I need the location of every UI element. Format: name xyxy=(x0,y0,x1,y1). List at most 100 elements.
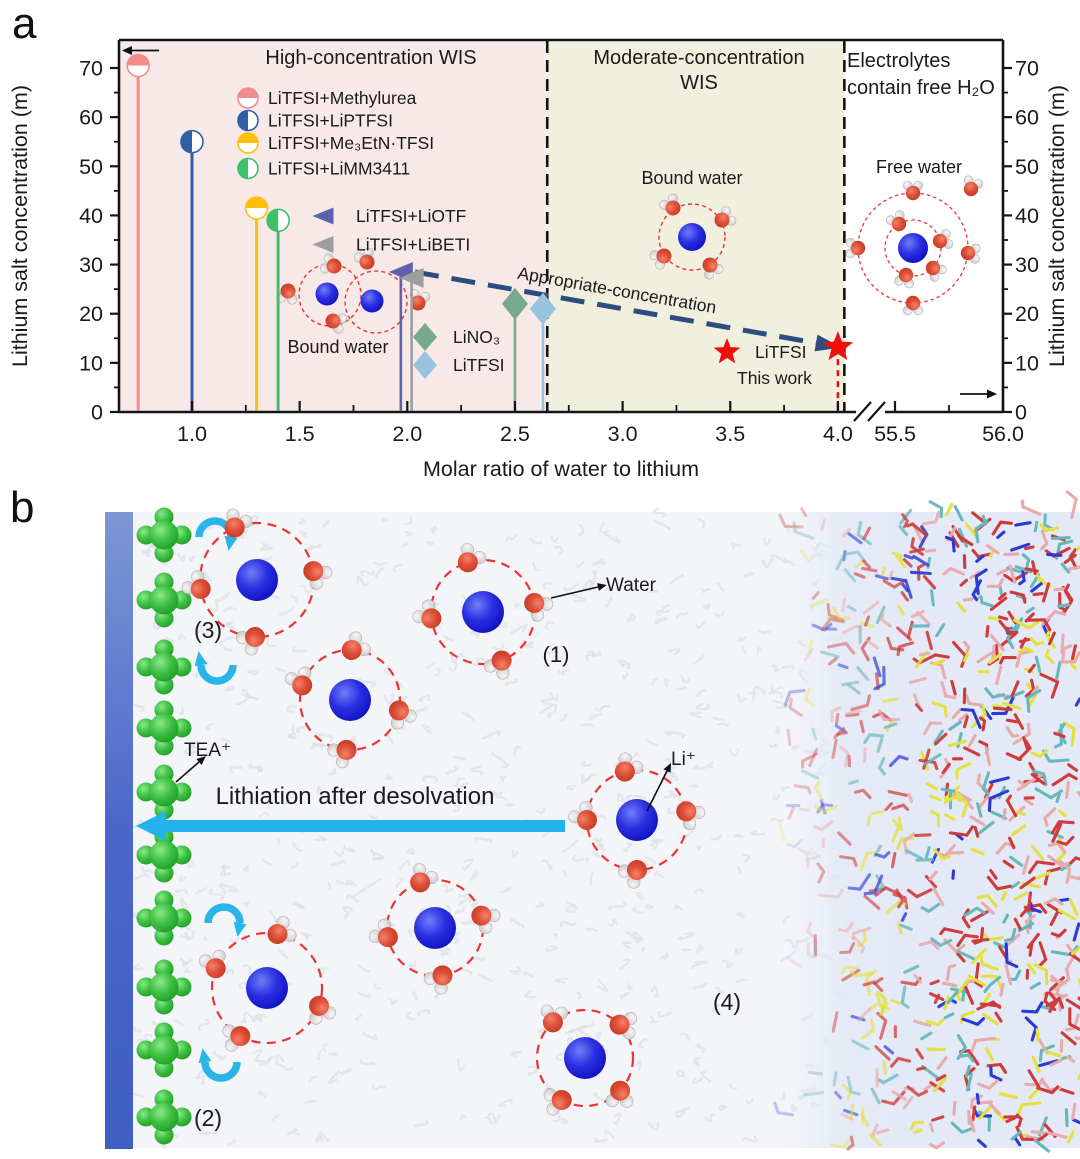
arrowhead xyxy=(597,583,607,591)
y-tick-label: 40 xyxy=(1015,204,1039,228)
oxygen-atom xyxy=(898,267,914,283)
data-point-litfsi-this-work xyxy=(822,331,854,411)
arrowhead xyxy=(198,1048,212,1064)
water-molecule xyxy=(388,700,417,730)
oxygen-atom xyxy=(292,675,313,696)
solvated-li-cluster xyxy=(412,543,554,680)
y-tick-label: 70 xyxy=(1015,56,1039,80)
water-molecule xyxy=(617,860,647,889)
data-point-lino xyxy=(501,287,528,411)
diamond-marker xyxy=(501,287,528,320)
water-molecule xyxy=(903,295,923,316)
oxygen-atom xyxy=(610,1080,631,1101)
region-title-free: Electrolytes xyxy=(847,50,950,72)
y-tick-label: 0 xyxy=(91,401,103,425)
water-molecule xyxy=(903,180,923,201)
tea-cation xyxy=(136,827,192,883)
oxygen-atom xyxy=(336,739,357,760)
water-molecule xyxy=(605,1080,634,1108)
water-molecule xyxy=(235,626,266,656)
x-tick-label: 1.0 xyxy=(177,422,207,446)
oxygen-atom xyxy=(614,761,635,782)
water-molecule xyxy=(676,801,706,830)
half-circle-marker xyxy=(237,132,259,154)
x-tick-label: 2.0 xyxy=(392,422,422,446)
water-molecule xyxy=(702,257,724,280)
bound-water-cluster-high: Bound water xyxy=(276,247,431,357)
oxygen-atom xyxy=(359,254,375,270)
oxygen-atom xyxy=(702,257,718,273)
arrowhead xyxy=(122,46,132,55)
lithium-ion xyxy=(564,1037,606,1079)
oxygen-atom xyxy=(656,248,672,264)
water-molecule xyxy=(960,243,981,264)
water-molecule xyxy=(267,916,297,945)
lithium-ion xyxy=(678,223,706,251)
bound-water-cluster-moderate: Bound water xyxy=(641,168,743,280)
tea-cation xyxy=(136,959,192,1015)
water-molecule xyxy=(609,1011,638,1040)
solvation-shell-circle xyxy=(535,1008,635,1108)
step-label-step3: (3) xyxy=(194,617,222,643)
text-label: LiTFSI+Me₃EtN·TFSI xyxy=(268,133,434,153)
legend-item-litfsi-libeti: LiTFSI+LiBETI xyxy=(312,235,470,255)
arrowhead xyxy=(194,651,208,667)
oxygen-atom xyxy=(932,233,948,249)
half-circle-marker xyxy=(237,157,259,180)
text-label: LiTFSI+LiMM3411 xyxy=(268,159,410,179)
water-molecule xyxy=(353,247,375,270)
lithium-ion xyxy=(414,907,456,949)
tea-cation xyxy=(136,639,192,695)
legend-item-litfsi-limm3411: LiTFSI+LiMM3411 xyxy=(237,157,410,180)
solvation-shell-circle xyxy=(658,203,726,271)
oxygen-atom xyxy=(224,517,245,538)
oxygen-atom xyxy=(491,650,512,671)
diamond-marker xyxy=(413,351,437,379)
legend-item-litfsi-methylurea: LiTFSI+Methylurea xyxy=(237,87,417,109)
water-molecule xyxy=(925,260,947,282)
arrowhead xyxy=(224,535,238,551)
tea-cation xyxy=(136,507,192,563)
water-molecule xyxy=(845,238,866,258)
text-label: Bound water xyxy=(287,337,388,357)
water-molecule xyxy=(368,918,398,948)
water-molecule xyxy=(483,650,512,680)
solvated-li-cluster xyxy=(284,631,417,769)
plot-frame xyxy=(117,38,1005,414)
x-tick-label: 56.0 xyxy=(982,422,1024,446)
y-axis-title-right: Lithium salt concentration (m) xyxy=(1045,85,1069,367)
solvation-shell-circle xyxy=(344,270,408,334)
oxygen-atom xyxy=(850,240,866,256)
water-molecule xyxy=(568,800,597,830)
water-molecule xyxy=(471,905,501,934)
text-label: LiTFSI xyxy=(755,342,807,362)
x-tick-label: 4.0 xyxy=(823,422,853,446)
step-label-step1: (1) xyxy=(543,642,570,667)
data-point-litfsi-me-etn-tfsi xyxy=(244,196,269,411)
rotation-arrow xyxy=(194,651,237,685)
text-label: Li⁺ xyxy=(671,749,696,770)
y-axis-title-left: Lithium salt concentration (m) xyxy=(8,85,32,367)
legend-item-this-work: LiTFSI This work xyxy=(713,338,812,388)
y-tick-label: 20 xyxy=(1015,302,1039,326)
lithium-ion xyxy=(898,233,928,263)
legend-salts: LiTFSI+Methylurea LiTFSI+LiPTFSILiTFSI+Me… xyxy=(237,87,434,180)
text-label: TEA⁺ xyxy=(184,740,231,761)
lithiation-label: Lithiation after desolvation xyxy=(216,783,495,810)
tea-cations xyxy=(136,507,192,1145)
oxygen-atom xyxy=(309,995,330,1016)
water-molecule xyxy=(224,508,253,538)
water-molecule xyxy=(325,313,348,334)
water-molecule xyxy=(410,863,439,893)
oxygen-atom xyxy=(230,1026,251,1047)
oxygen-atom xyxy=(891,216,907,232)
oxygen-atom xyxy=(665,200,681,216)
legend-item-litfsi-liotf: LiTFSI+LiOTF xyxy=(312,206,466,226)
solvated-li-cluster xyxy=(368,863,501,995)
water-molecule xyxy=(303,561,333,590)
water-molecule xyxy=(714,206,737,228)
oxygen-atom xyxy=(205,958,226,979)
oxygen-atom xyxy=(714,212,730,228)
region-title-moderate-2: WIS xyxy=(680,72,718,94)
